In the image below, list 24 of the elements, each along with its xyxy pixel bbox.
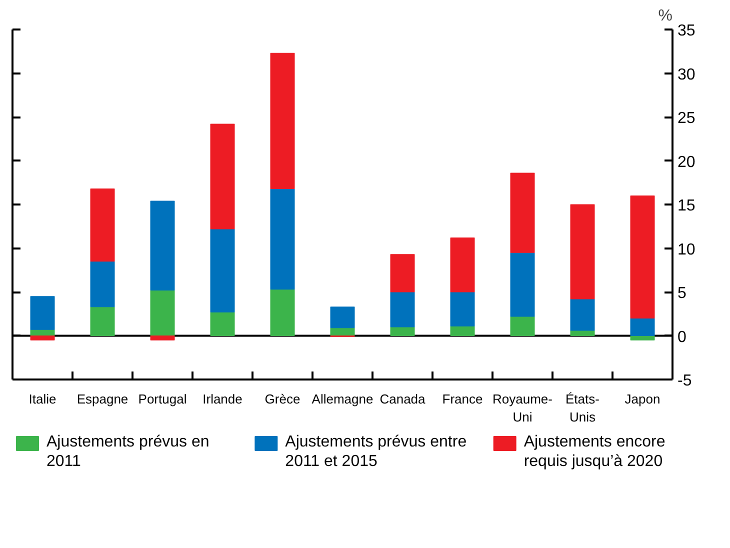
x-tick-label: Portugal <box>138 392 187 406</box>
y-tick-label: 0 <box>678 328 686 346</box>
x-tick-label: Japon <box>624 392 660 406</box>
x-tick-label: Italie <box>28 392 56 406</box>
y-tick-label: 20 <box>678 154 696 171</box>
y-tick-label: 10 <box>678 241 696 258</box>
y-tick-label: 25 <box>678 110 696 127</box>
x-tick-label: France <box>442 392 483 406</box>
y-axis-title: % <box>658 8 673 24</box>
legend-label: Ajustements prévus en 2011 <box>46 434 210 470</box>
x-tick-label: Espagne <box>76 392 128 406</box>
x-tick-label: Canada <box>380 392 426 406</box>
x-tick-label: Irlande <box>202 392 242 406</box>
y-tick-label: 30 <box>678 66 696 84</box>
y-tick-label: 35 <box>678 22 696 40</box>
y-tick-label: -5 <box>678 372 692 390</box>
y-tick-label: 5 <box>678 285 686 302</box>
legend-label: Ajustements encore requis jusqu’à 2020 <box>524 434 666 470</box>
x-tick-label: Royaume-Uni <box>492 392 552 424</box>
x-tick-label: Allemagne <box>312 392 374 406</box>
x-tick-label: Grèce <box>264 392 300 406</box>
y-tick-label: 15 <box>678 198 696 214</box>
legend-label: Ajustements prévus entre 2011 et 2015 <box>285 434 467 470</box>
x-tick-label: États-Unis <box>566 392 600 424</box>
